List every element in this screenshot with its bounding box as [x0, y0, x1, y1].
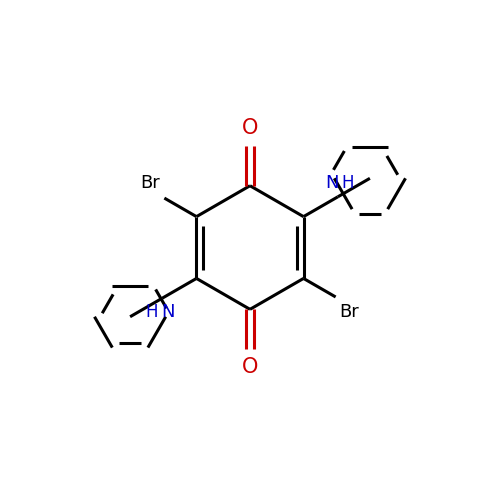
Text: N: N — [326, 174, 339, 192]
Text: H: H — [342, 174, 354, 192]
Text: H: H — [146, 303, 158, 321]
Text: Br: Br — [340, 303, 359, 321]
Text: O: O — [242, 118, 258, 138]
Text: N: N — [161, 303, 174, 321]
Text: Br: Br — [140, 174, 160, 192]
Text: O: O — [242, 358, 258, 378]
